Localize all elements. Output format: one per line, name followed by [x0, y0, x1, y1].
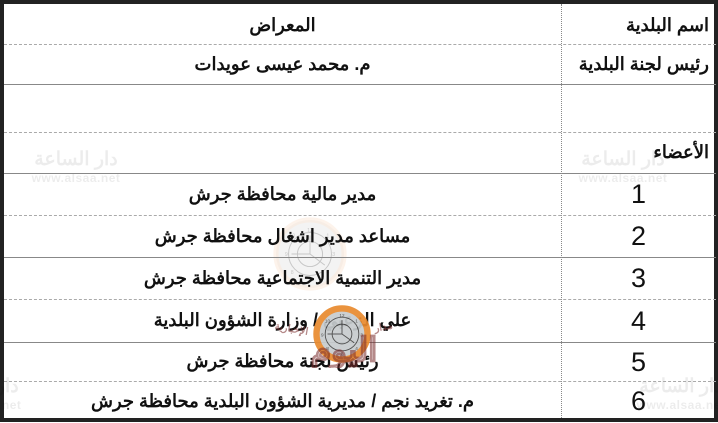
svg-text:مدار: مدار — [373, 321, 394, 335]
svg-text:1: 1 — [355, 318, 358, 323]
svg-text:اليوم: اليوم — [311, 334, 378, 368]
